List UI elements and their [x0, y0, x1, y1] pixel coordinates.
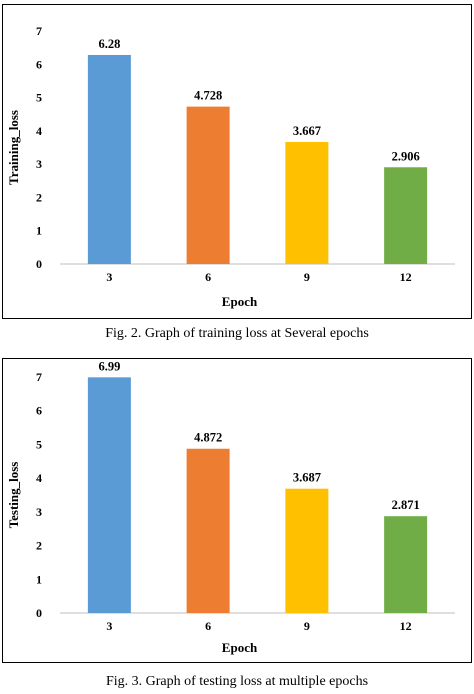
y-tick-label: 4: [36, 471, 42, 485]
training-loss-chart: 012345676.2834.72863.66792.90612EpochTra…: [6, 24, 455, 309]
x-tick-label-12: 12: [400, 619, 412, 633]
data-label-6: 4.872: [194, 431, 222, 445]
y-tick-label: 0: [36, 606, 42, 620]
x-tick-label-3: 3: [106, 270, 112, 284]
y-axis-title: Testing_loss: [6, 462, 21, 529]
testing-figure-caption: Fig. 3. Graph of testing loss at multipl…: [105, 674, 369, 689]
y-tick-label: 2: [36, 539, 42, 553]
y-tick-label: 0: [36, 257, 42, 271]
training-chart-frame: [2, 4, 472, 319]
y-tick-label: 6: [36, 57, 42, 71]
x-tick-label-6: 6: [205, 270, 211, 284]
x-axis-title: Epoch: [222, 640, 258, 655]
testing-loss-chart: 012345676.9934.87263.68792.87112EpochTes…: [6, 359, 455, 655]
bar-12: [384, 516, 428, 613]
data-label-9: 3.687: [293, 471, 321, 485]
y-tick-label: 1: [36, 572, 42, 586]
y-tick-label: 5: [36, 437, 42, 451]
data-label-12: 2.906: [392, 149, 420, 163]
bar-6: [186, 106, 230, 264]
y-tick-label: 3: [36, 157, 42, 171]
x-tick-label-6: 6: [205, 619, 211, 633]
bar-3: [87, 54, 131, 264]
data-label-6: 4.728: [194, 89, 222, 103]
testing-loss-figure: 0 1 2 3 4 5 6 7 6.99 3 4.872 6 3.687 9 2.871 12 Epoch Tes…: [0, 358, 474, 694]
bar-12: [384, 167, 428, 264]
y-tick-label: 1: [36, 224, 42, 238]
y-tick-label: 7: [36, 24, 42, 38]
bar-6: [186, 448, 230, 613]
y-tick-label: 5: [36, 91, 42, 105]
data-label-9: 3.667: [293, 124, 321, 138]
data-label-12: 2.871: [392, 498, 420, 512]
data-label-3: 6.99: [98, 359, 120, 373]
y-tick-label: 3: [36, 505, 42, 519]
y-tick-label: 4: [36, 124, 42, 138]
x-tick-label-9: 9: [304, 270, 310, 284]
y-tick-label: 7: [36, 370, 42, 384]
training-figure-caption: Fig. 2. Graph of training loss at Severa…: [105, 326, 369, 341]
data-label-3: 6.28: [98, 37, 120, 51]
bar-3: [87, 377, 131, 613]
x-tick-label-12: 12: [400, 270, 412, 284]
bar-9: [285, 488, 329, 613]
y-tick-label: 6: [36, 404, 42, 418]
y-tick-label: 2: [36, 190, 42, 204]
y-axis-title: Training_loss: [6, 110, 21, 185]
x-axis-title: Epoch: [222, 294, 258, 309]
training-loss-figure: 0 1 2 3 4 5 6 7 6.28 3 4.728 6 3.667 9 2.906 12 Epoch Tra…: [2, 4, 472, 341]
bar-9: [285, 141, 329, 264]
x-tick-label-3: 3: [106, 619, 112, 633]
x-tick-label-9: 9: [304, 619, 310, 633]
